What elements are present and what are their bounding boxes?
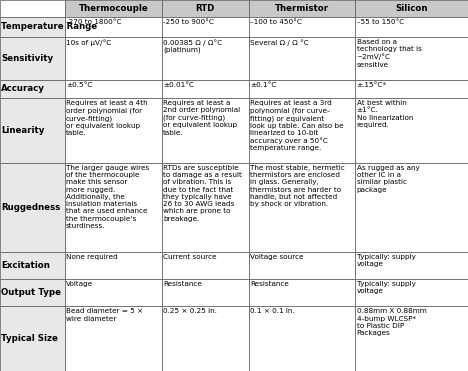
Text: RTDs are susceptible
to damage as a result
of vibration. This is
due to the fact: RTDs are susceptible to damage as a resu… [163,165,242,221]
Text: Resistance: Resistance [163,281,202,287]
Text: Requires at least a
2nd order polynomial
(for curve-fitting)
or equivalent looku: Requires at least a 2nd order polynomial… [163,100,241,135]
Text: Output Type: Output Type [1,288,61,297]
Bar [65,17,162,37]
Bar [0,279,65,306]
Bar [162,17,249,37]
Text: Thermocouple: Thermocouple [78,4,148,13]
Bar [0,162,65,252]
Text: 0.88mm X 0.88mm
4-bump WLCSP*
to Plastic DIP
Packages: 0.88mm X 0.88mm 4-bump WLCSP* to Plastic… [357,308,426,336]
Bar [65,98,162,162]
Bar [355,80,468,98]
Bar [65,252,162,279]
Text: Typically: supply
voltage: Typically: supply voltage [357,281,416,295]
Text: -250 to 900°C: -250 to 900°C [163,19,214,25]
Text: Linearity: Linearity [1,126,45,135]
Text: Accuracy: Accuracy [1,84,45,93]
Text: None required: None required [66,254,118,260]
Text: Typical Size: Typical Size [1,334,58,343]
Text: Requires at least a 4th
order polynomial (for
curve-fitting)
or equivalent looku: Requires at least a 4th order polynomial… [66,100,147,136]
Text: 0.1 × 0.1 in.: 0.1 × 0.1 in. [250,308,294,315]
Bar [355,279,468,306]
Bar [249,98,355,162]
Text: The most stable, hermetic
thermistors are enclosed
in glass. Generally,
thermist: The most stable, hermetic thermistors ar… [250,165,344,207]
Bar [65,162,162,252]
Bar [355,252,468,279]
Bar [249,252,355,279]
Text: Based on a
technology that is
~2mV/°C
sensitive: Based on a technology that is ~2mV/°C se… [357,39,422,68]
Bar [249,80,355,98]
Text: At best within
±1°C.
No linearization
required.: At best within ±1°C. No linearization re… [357,100,413,128]
Bar [65,80,162,98]
Text: Several Ω / Ω °C: Several Ω / Ω °C [250,39,309,46]
Bar [249,279,355,306]
Text: Silicon: Silicon [395,4,428,13]
Text: Sensitivity: Sensitivity [1,54,53,63]
Text: -270 to 1800°C: -270 to 1800°C [66,19,122,25]
Bar [249,0,355,17]
Bar [0,80,65,98]
Text: Voltage: Voltage [66,281,93,287]
Bar [162,80,249,98]
Text: 10s of μV/°C: 10s of μV/°C [66,39,111,46]
Text: Bead diameter = 5 ×
wire diameter: Bead diameter = 5 × wire diameter [66,308,143,322]
Bar [162,37,249,80]
Bar [355,162,468,252]
Bar [355,0,468,17]
Bar [162,162,249,252]
Bar [0,17,65,37]
Text: ±0.01°C: ±0.01°C [163,82,194,88]
Bar [162,0,249,17]
Bar [355,306,468,371]
Text: Excitation: Excitation [1,261,50,270]
Bar [249,162,355,252]
Bar [0,252,65,279]
Text: ±0.1°C: ±0.1°C [250,82,276,88]
Text: 0.00385 Ω / Ω°C
(platinum): 0.00385 Ω / Ω°C (platinum) [163,39,223,53]
Bar [65,279,162,306]
Bar [162,279,249,306]
Bar [65,37,162,80]
Bar [65,0,162,17]
Text: Requires at least a 3rd
polynomial (for curve-
fitting) or equivalent
look up ta: Requires at least a 3rd polynomial (for … [250,100,344,151]
Text: –55 to 150°C: –55 to 150°C [357,19,404,25]
Text: Temperature Range: Temperature Range [1,22,97,32]
Bar [249,17,355,37]
Text: ±0.5°C: ±0.5°C [66,82,92,88]
Bar [355,17,468,37]
Text: Resistance: Resistance [250,281,289,287]
Text: ±.15°C*: ±.15°C* [357,82,387,88]
Text: As rugged as any
other IC in a
similar plastic
package: As rugged as any other IC in a similar p… [357,165,419,193]
Bar [355,98,468,162]
Text: The larger gauge wires
of the thermocouple
make this sensor
more rugged.
Additio: The larger gauge wires of the thermocoup… [66,165,149,229]
Bar [0,306,65,371]
Bar [162,252,249,279]
Bar [162,98,249,162]
Bar [0,0,65,17]
Text: 0.25 × 0.25 in.: 0.25 × 0.25 in. [163,308,217,315]
Text: RTD: RTD [196,4,215,13]
Text: –100 to 450°C: –100 to 450°C [250,19,302,25]
Text: Typically: supply
voltage: Typically: supply voltage [357,254,416,267]
Bar [249,306,355,371]
Text: Thermistor: Thermistor [275,4,329,13]
Text: Ruggedness: Ruggedness [1,203,61,212]
Bar [355,37,468,80]
Bar [65,306,162,371]
Text: Current source: Current source [163,254,217,260]
Text: Voltage source: Voltage source [250,254,304,260]
Bar [249,37,355,80]
Bar [162,306,249,371]
Bar [0,98,65,162]
Bar [0,37,65,80]
